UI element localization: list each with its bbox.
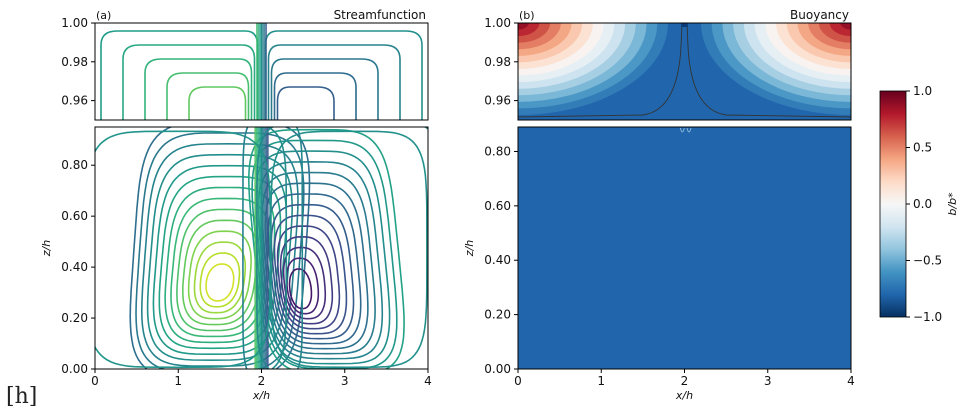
streamfunction-contour-left (205, 263, 235, 302)
streamfunction-panel-label: (a) (96, 9, 111, 22)
buoyancy-xtick-label: 1 (597, 374, 605, 388)
streamfunction-contour-right (288, 268, 313, 310)
buoyancy-xtick-label: 2 (681, 374, 689, 388)
buoyancy-bottom-ytick-label: 0.80 (484, 144, 511, 158)
panel-streamfunction: 0 1 2 3 4 0.96 0.98 1.00 0.00 0.20 0.40 0.60 0.80 (a)… (40, 8, 432, 402)
streamfunction-contours (95, 127, 428, 369)
streamfunction-bottom-ytick-label: 0.00 (61, 362, 88, 376)
buoyancy-ylabel: z/h (463, 240, 476, 257)
panel-buoyancy: 0 1 2 3 4 0.96 0.98 1.00 0.00 0.20 0.40 0.60 0.80 (b)… (463, 8, 855, 402)
streamfunction-title: Streamfunction (334, 8, 426, 22)
streamfunction-bottom-ytick-label: 0.20 (61, 311, 88, 325)
streamfunction-contour-outer (242, 127, 249, 369)
buoyancy-xtick-label: 3 (764, 374, 772, 388)
streamfunction-contour-left (182, 219, 258, 326)
streamfunction-top-ytick-label: 0.96 (61, 94, 88, 108)
streamfunction-contour-left (199, 252, 241, 308)
streamfunction-top-contour-right (273, 72, 357, 120)
streamfunction-top-contours (100, 23, 423, 120)
streamfunction-bottom-ytick-label: 0.80 (61, 158, 88, 172)
streamfunction-top-frame (94, 22, 429, 121)
streamfunction-contour-right (276, 225, 341, 330)
streamfunction-xlabel: x/h (252, 389, 270, 402)
streamfunction-xtick-label: 0 (91, 374, 99, 388)
colorbar-tick-label: 1.0 (913, 84, 932, 98)
buoyancy-xtick-label: 4 (847, 374, 855, 388)
buoyancy-panel-label: (b) (519, 9, 535, 22)
corner-text: [h] (6, 384, 38, 409)
buoyancy-xlabel: x/h (675, 389, 693, 402)
streamfunction-ylabel: z/h (40, 240, 53, 257)
streamfunction-bottom-ytick-label: 0.60 (61, 209, 88, 223)
colorbar-label: b/b* (946, 192, 959, 216)
buoyancy-title: Buoyancy (790, 8, 849, 22)
streamfunction-top-contour-left (166, 72, 250, 120)
buoyancy-top-ytick-label: 0.98 (484, 55, 511, 69)
streamfunction-top-contour-right (270, 58, 379, 120)
streamfunction-xtick-label: 1 (174, 374, 182, 388)
streamfunction-contour-outer (256, 127, 428, 369)
buoyancy-bottom-ytick-label: 0.60 (484, 199, 511, 213)
buoyancy-zero-contour (518, 23, 851, 118)
streamfunction-contour-left (193, 241, 247, 314)
streamfunction-xtick-label: 4 (424, 374, 432, 388)
colorbar-tick-label: 0.5 (913, 141, 932, 155)
buoyancy-contour-fill-right (840, 23, 851, 30)
streamfunction-contour-right (273, 214, 348, 335)
buoyancy-surface-field (518, 23, 851, 120)
buoyancy-plume-trace (679, 127, 692, 133)
streamfunction-top-ytick-label: 1.00 (61, 16, 88, 30)
streamfunction-contour-outer (270, 130, 428, 369)
streamfunction-top-contour-right (267, 44, 401, 120)
buoyancy-bottom-ytick-label: 0.20 (484, 308, 511, 322)
streamfunction-xtick-label: 2 (258, 374, 266, 388)
streamfunction-top-contour-left (122, 44, 256, 120)
buoyancy-top-frame (517, 22, 852, 121)
streamfunction-contour-left (176, 208, 264, 332)
buoyancy-bottom-ytick-label: 0.40 (484, 253, 511, 267)
buoyancy-top-ytick-label: 1.00 (484, 16, 511, 30)
buoyancy-bottom-ytick-label: 0.00 (484, 362, 511, 376)
buoyancy-top-ytick-label: 0.96 (484, 94, 511, 108)
streamfunction-bottom-ytick-label: 0.40 (61, 260, 88, 274)
streamfunction-contour-right (270, 203, 355, 340)
streamfunction-contour-right (279, 235, 334, 325)
streamfunction-contour-left (187, 230, 252, 320)
streamfunction-contour-outer (95, 130, 272, 369)
buoyancy-interior-field (518, 127, 851, 369)
buoyancy-contour-fill-left (518, 23, 529, 30)
streamfunction-top-ytick-label: 0.98 (61, 55, 88, 69)
streamfunction-top-contour-left (188, 86, 247, 120)
streamfunction-contour-right (282, 246, 327, 320)
colorbar-gradient (879, 90, 907, 318)
streamfunction-top-contour-left (144, 58, 253, 120)
colorbar: 1.0 0.5 0.0 −0.5 −1.0 b/b* (879, 84, 959, 324)
colorbar-tick-label: 0.0 (913, 197, 932, 211)
buoyancy-plume-core (681, 23, 688, 27)
streamfunction-top-contour-right (276, 86, 335, 120)
streamfunction-xtick-label: 3 (341, 374, 349, 388)
colorbar-tick-label: −1.0 (913, 310, 942, 324)
buoyancy-xtick-label: 0 (514, 374, 522, 388)
colorbar-tick-label: −0.5 (913, 254, 942, 268)
